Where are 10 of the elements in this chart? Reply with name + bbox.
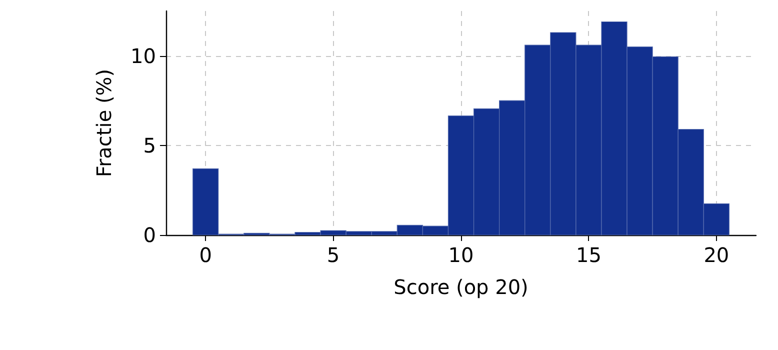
x-tick-label: 5 xyxy=(326,243,340,267)
x-tick-label: 15 xyxy=(576,243,602,267)
x-tick-label: 0 xyxy=(199,243,212,267)
x-axis-title: Score (op 20) xyxy=(394,275,528,299)
x-tick-label: 20 xyxy=(704,243,730,267)
y-tick-label: 0 xyxy=(143,223,156,247)
x-tick-label: 10 xyxy=(448,243,474,267)
y-axis-title: Fractie (%) xyxy=(92,68,116,178)
y-tick-label: 5 xyxy=(143,133,156,158)
y-tick-label: 10 xyxy=(130,44,156,68)
